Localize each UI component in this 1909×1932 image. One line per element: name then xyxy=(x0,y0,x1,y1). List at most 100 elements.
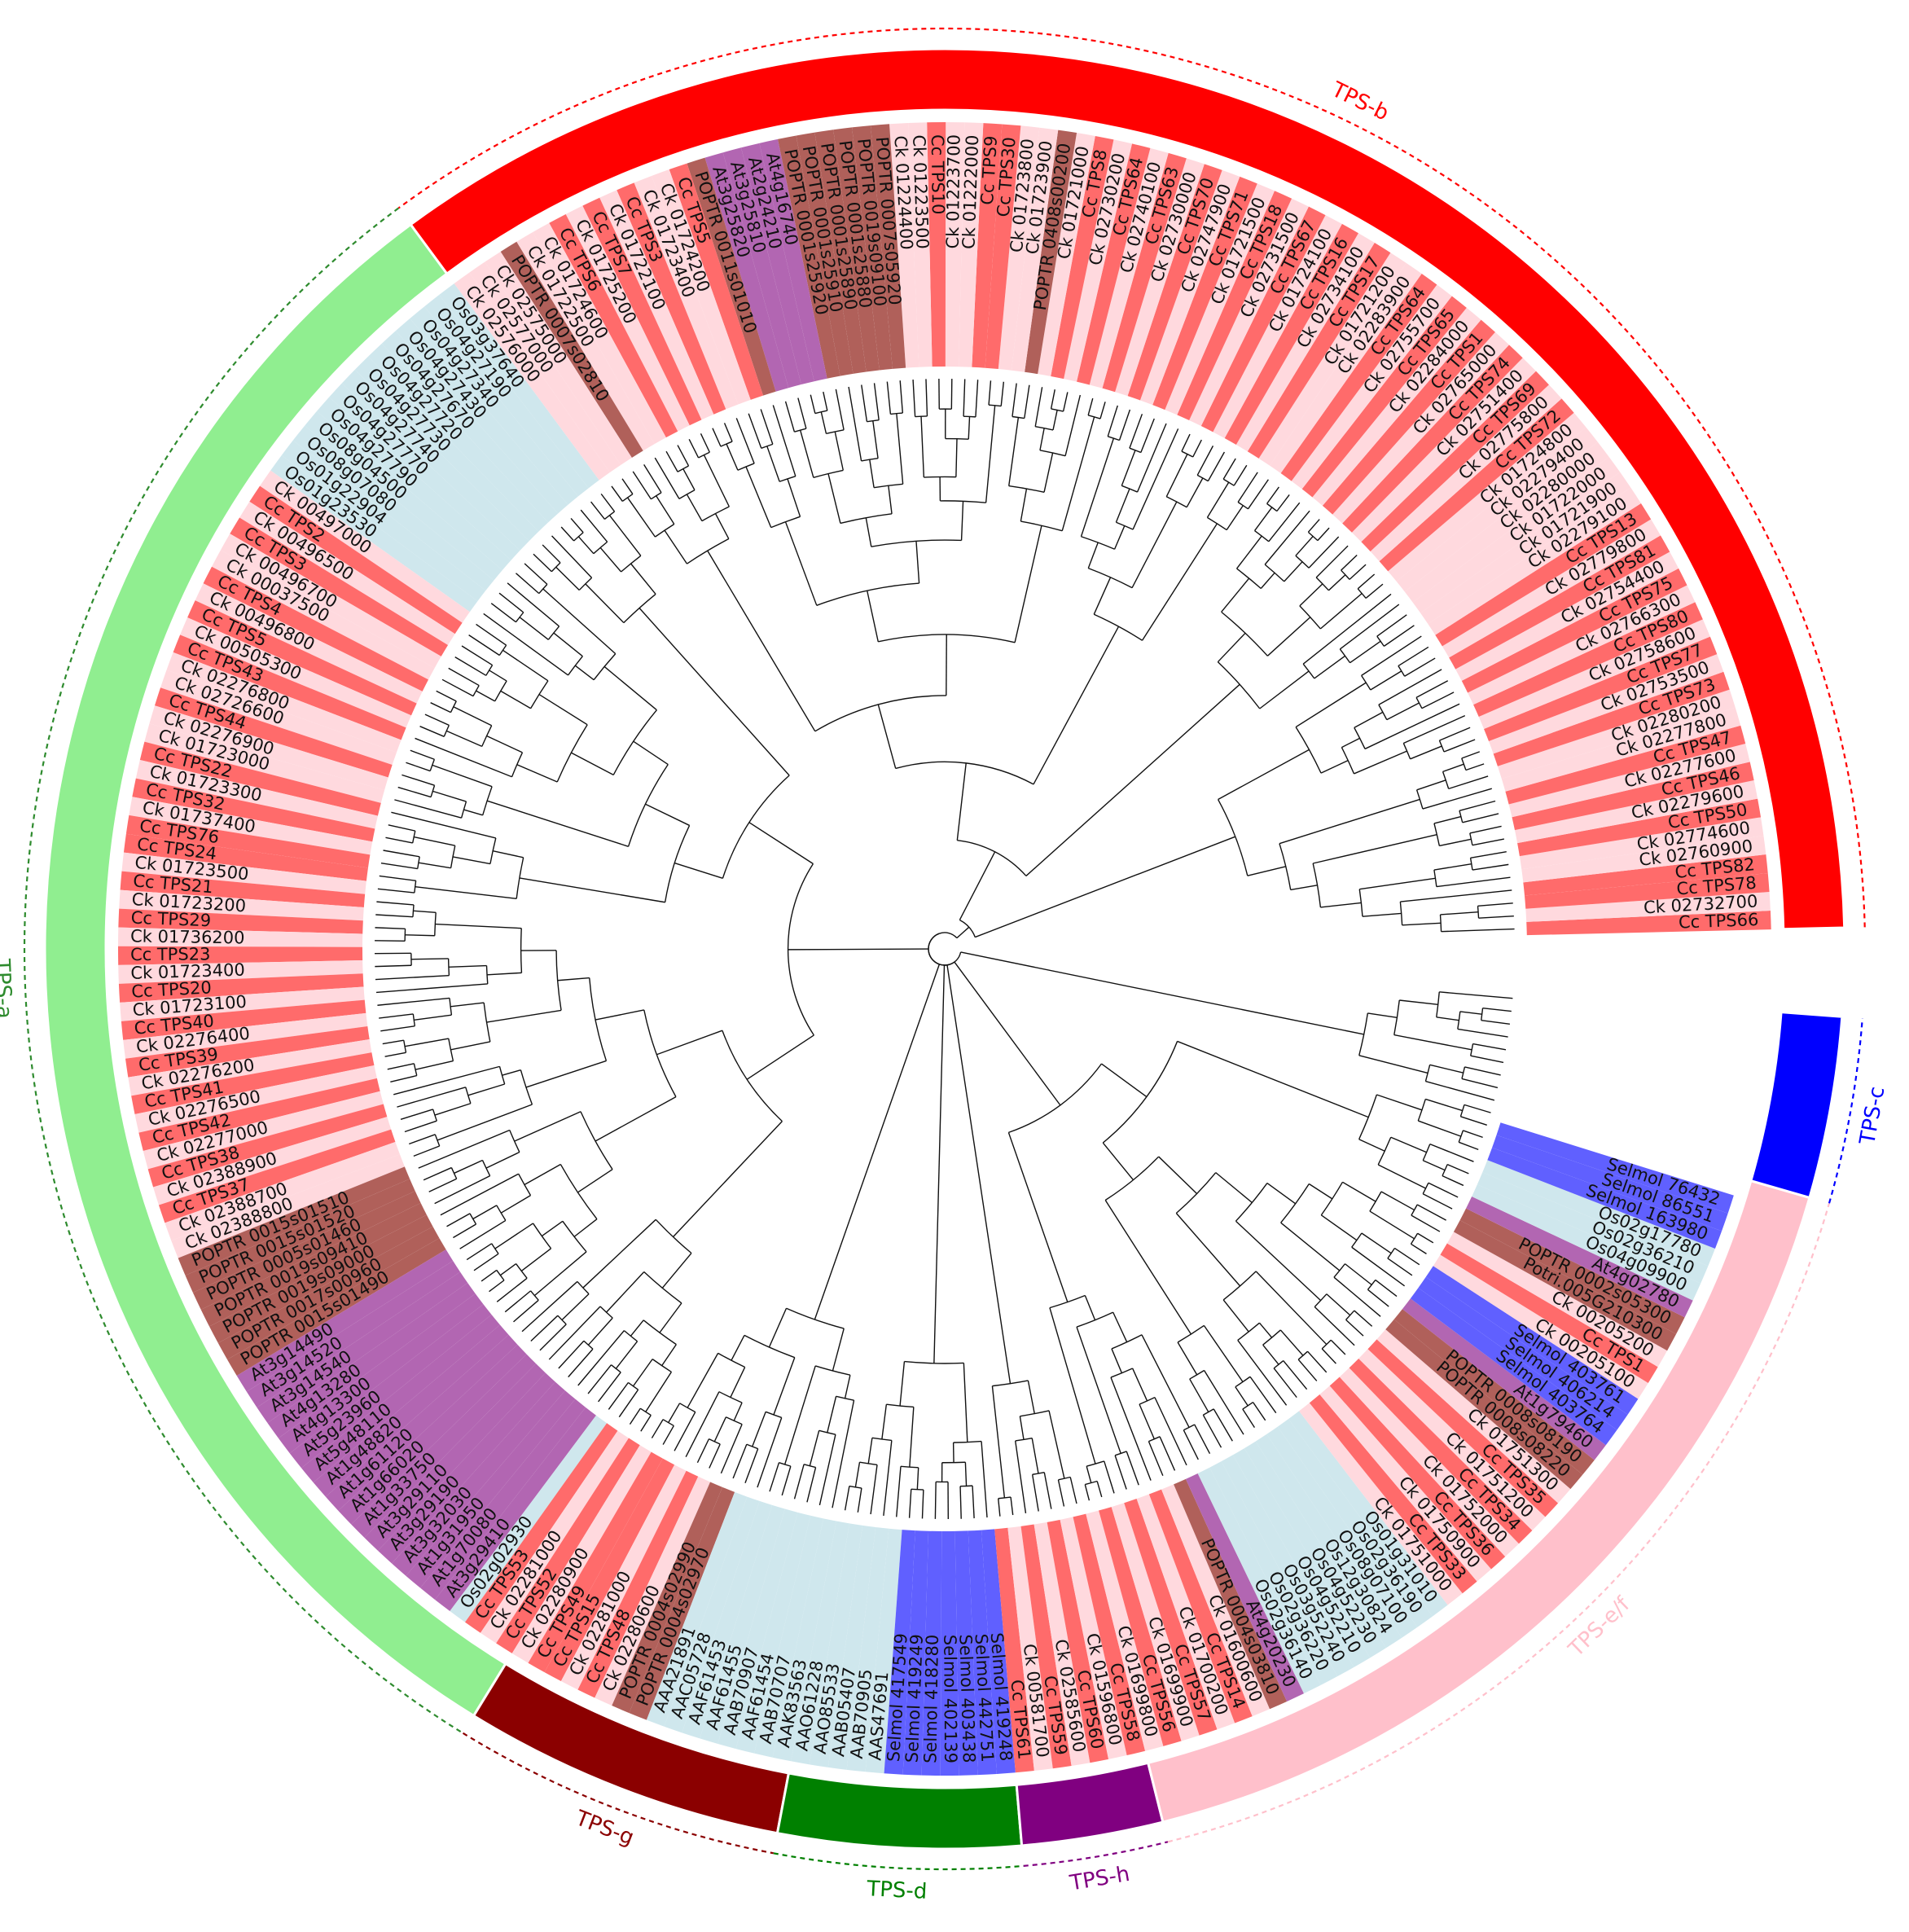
leaf-background xyxy=(1277,1419,1433,1627)
leaf-background xyxy=(1064,139,1132,382)
clade-color-ring xyxy=(43,47,1846,1851)
leaf-background xyxy=(682,1500,773,1739)
leaf-background xyxy=(852,125,893,371)
leaf-background xyxy=(454,272,610,481)
leaf-background xyxy=(187,600,417,716)
leaf-background xyxy=(249,485,463,634)
leaf-background xyxy=(902,1530,929,1776)
leaf-background xyxy=(1497,689,1736,779)
leaf-background xyxy=(118,908,363,934)
leaf-background xyxy=(278,1293,484,1454)
leaf-background xyxy=(118,973,364,1003)
clade-ring-segment xyxy=(1015,1761,1165,1847)
leaf-background xyxy=(954,1530,978,1776)
leaf-background xyxy=(549,213,678,438)
leaf-background xyxy=(1244,1441,1386,1658)
leaf-background xyxy=(1235,233,1375,452)
leaf-background xyxy=(735,1512,811,1754)
leaf-background xyxy=(1086,1510,1164,1751)
leaf-background xyxy=(1213,215,1342,439)
leaf-background xyxy=(772,1518,836,1762)
leaf-background xyxy=(646,1491,748,1727)
leaf-background xyxy=(1060,1517,1127,1759)
leaf-background xyxy=(368,343,549,532)
leaf-background xyxy=(595,1476,711,1706)
leaf-background xyxy=(791,1521,850,1765)
leaf-background xyxy=(1521,836,1766,883)
leaf-background xyxy=(704,152,789,392)
leaf-background xyxy=(1379,398,1574,572)
leaf-background xyxy=(809,1523,863,1767)
clade-arc xyxy=(397,27,1866,928)
leaf-background xyxy=(1038,133,1095,376)
leaf-background xyxy=(1011,127,1059,372)
leaf-background xyxy=(1523,854,1768,896)
leaf-label: Ck 01723400 xyxy=(130,960,245,983)
leaf-background xyxy=(1115,158,1205,397)
leaf-background xyxy=(1388,412,1586,582)
leaf-background xyxy=(1496,1122,1734,1214)
leaf-background xyxy=(533,222,666,445)
leaf-background xyxy=(203,566,429,692)
leaf-background xyxy=(833,127,880,372)
leaf-background xyxy=(469,261,621,473)
clade-label: TPS-c xyxy=(1855,1085,1889,1148)
leaf-background xyxy=(1435,503,1652,647)
leaf-background xyxy=(1440,1243,1658,1384)
leaf-label: Ck 01222000 xyxy=(959,134,982,249)
leaf-background xyxy=(1455,551,1679,681)
leaf-background xyxy=(147,1104,388,1188)
leaf-background xyxy=(740,143,814,385)
leaf-background xyxy=(305,411,502,581)
leaf-background xyxy=(128,1039,372,1096)
clade-dashed-arcs xyxy=(23,27,1866,1871)
leaf-background xyxy=(1332,332,1509,524)
leaf-background xyxy=(435,1407,596,1612)
leaf-background xyxy=(1232,1448,1371,1667)
leaf-background xyxy=(192,1191,421,1310)
leaf-background xyxy=(180,617,411,728)
leaf-background xyxy=(341,369,529,551)
leaf-background xyxy=(871,124,906,369)
leaf-background xyxy=(1329,1377,1506,1570)
leaf-background xyxy=(364,1363,546,1551)
leaf-background xyxy=(972,123,1003,368)
leaf-background xyxy=(392,1381,565,1576)
clade-arc xyxy=(1023,1841,1169,1867)
leaf-background xyxy=(1247,243,1391,459)
leaf-background xyxy=(138,1078,380,1152)
leaf-background xyxy=(465,1423,618,1633)
leaf-background xyxy=(270,454,478,613)
leaf-background xyxy=(212,550,435,680)
leaf-background xyxy=(217,1226,440,1360)
leaf-background xyxy=(1111,1503,1200,1741)
leaf-background xyxy=(865,1528,902,1774)
leaf-background xyxy=(121,852,366,894)
leaf-background xyxy=(281,440,486,602)
leaf-background xyxy=(329,383,520,560)
leaf-label: Selmol 403438 xyxy=(955,1634,979,1763)
leaf-background xyxy=(260,470,470,623)
leaf-background xyxy=(1376,1329,1571,1504)
leaf-background xyxy=(1524,873,1770,909)
leaf-background xyxy=(246,1260,461,1407)
leaf-background xyxy=(722,147,801,389)
leaf-background xyxy=(1291,284,1452,490)
leaf-background xyxy=(669,163,764,400)
leaf-background xyxy=(617,182,726,415)
leaf-background xyxy=(700,1504,785,1745)
leaf-background xyxy=(994,1527,1034,1773)
leaf-background xyxy=(220,533,441,669)
leaf-background xyxy=(1525,892,1771,922)
leaf-background xyxy=(1410,1288,1617,1446)
leaf-background xyxy=(1099,1507,1182,1746)
leaf-background xyxy=(1402,1298,1606,1460)
leaf-label: Cc TPS10 xyxy=(928,134,948,215)
clade-label: TPS-a xyxy=(0,958,16,1020)
leaf-background xyxy=(158,1129,396,1223)
clade-ring-segment xyxy=(1749,1011,1844,1200)
leaf-background xyxy=(143,1091,384,1170)
leaf-background xyxy=(239,501,455,645)
